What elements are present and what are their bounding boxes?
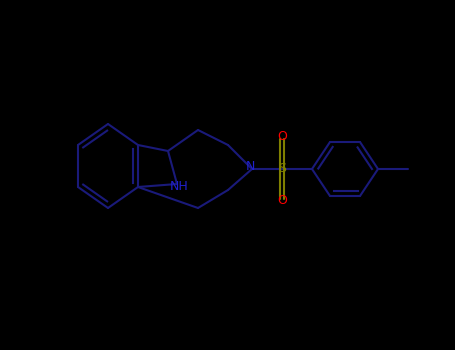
Text: O: O bbox=[277, 131, 287, 144]
Text: S: S bbox=[278, 162, 286, 175]
Text: N: N bbox=[245, 161, 255, 174]
Text: NH: NH bbox=[170, 180, 188, 193]
Text: O: O bbox=[277, 195, 287, 208]
